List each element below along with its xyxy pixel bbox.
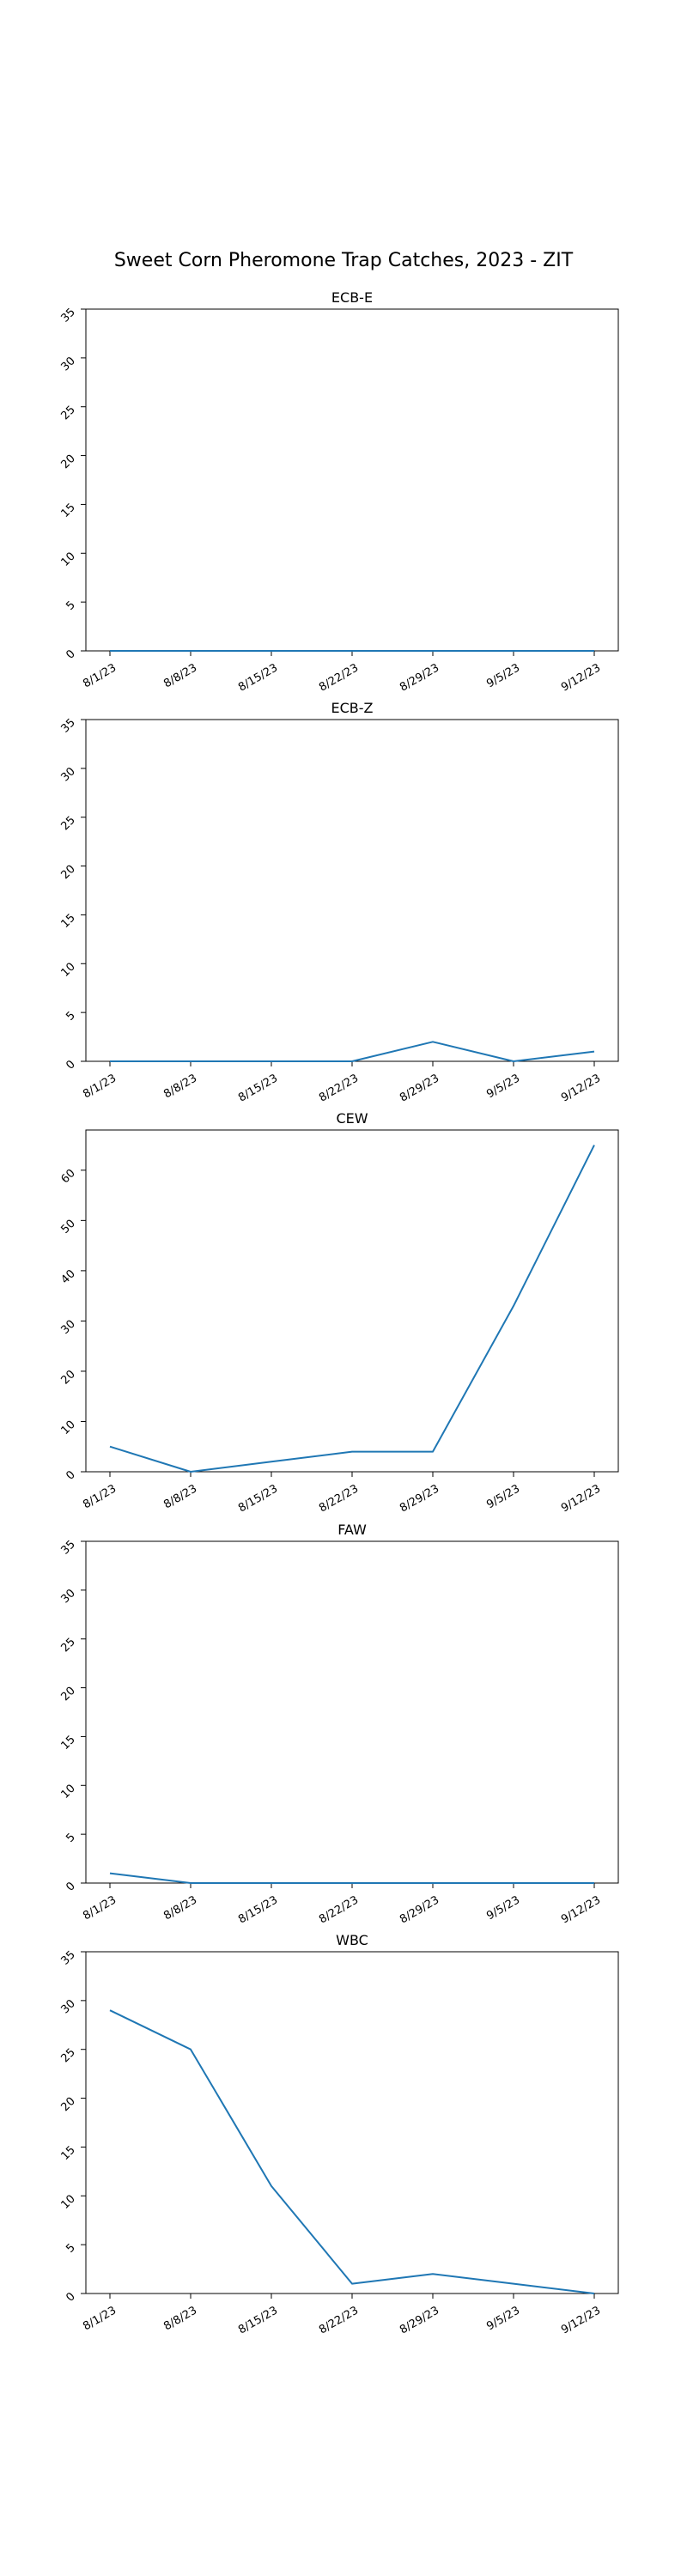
x-tick-label: 8/29/23 (398, 1482, 441, 1515)
y-tick-label: 50 (59, 1218, 78, 1236)
chart-panel-ecb-e: ECB-E 0 5 10 15 20 25 30 35 8/1/23 8/8/23 8/15/23 8/… (59, 289, 619, 695)
y-tick-label: 0 (64, 2290, 77, 2304)
x-tick-label: 8/22/23 (317, 1893, 361, 1926)
y-tick-label: 25 (59, 2046, 78, 2065)
series-line (109, 1872, 594, 1884)
y-tick-label: 35 (59, 716, 78, 735)
chart-panel-wbc: WBC 0 5 10 15 20 25 30 35 8/1/23 8/8/23 8/15/23 8/22… (59, 1932, 619, 2337)
x-tick-label: 8/8/23 (161, 1893, 199, 1923)
x-tick-label: 8/22/23 (317, 2304, 361, 2336)
x-tick-label: 9/12/23 (559, 2304, 603, 2336)
x-tick-label: 8/22/23 (317, 1482, 361, 1515)
y-tick-label: 10 (59, 1783, 78, 1801)
charts-container: ECB-E 0 5 10 15 20 25 30 35 8/1/23 8/8/23 8/15/23 8/… (59, 289, 619, 2337)
x-tick-label: 8/15/23 (236, 1072, 280, 1104)
axes-frame (85, 308, 619, 652)
y-tick-label: 10 (59, 550, 78, 569)
series-line (110, 1041, 595, 1062)
y-tick-label: 25 (59, 814, 78, 833)
y-tick-label: 25 (59, 1636, 78, 1655)
axes-frame (85, 1540, 619, 1884)
y-tick-label: 15 (59, 1734, 78, 1753)
x-tick-label: 8/22/23 (317, 661, 361, 694)
x-tick-label: 8/29/23 (398, 661, 441, 694)
chart-panel-ecb-z: ECB-Z 0 5 10 15 20 25 30 35 8/1/23 8/8/23 8/15/23 8/… (59, 700, 619, 1105)
chart-title: WBC (336, 1932, 368, 1948)
y-tick-label: 35 (59, 1538, 78, 1557)
x-tick-label: 8/15/23 (236, 1482, 280, 1515)
x-tick-label: 8/1/23 (81, 2304, 119, 2333)
x-tick-label: 9/5/23 (484, 1893, 522, 1923)
y-tick-label: 0 (64, 1468, 77, 1482)
y-tick-label: 35 (59, 306, 78, 325)
x-tick-label: 8/15/23 (236, 2304, 280, 2336)
x-tick-label: 8/8/23 (161, 661, 199, 690)
x-tick-label: 9/5/23 (484, 661, 522, 690)
y-tick-label: 5 (64, 598, 77, 612)
y-tick-label: 25 (59, 404, 78, 422)
chart-panel-faw: FAW 0 5 10 15 20 25 30 35 8/1/23 8/8/23 8/15/23 8/22… (59, 1522, 619, 1927)
axes-frame (85, 719, 619, 1062)
x-tick-label: 9/12/23 (559, 661, 603, 694)
x-tick-label: 8/1/23 (81, 1072, 119, 1101)
y-tick-label: 35 (59, 1948, 78, 1967)
y-tick-label: 15 (59, 2144, 78, 2163)
x-tick-label: 8/1/23 (81, 1893, 119, 1923)
y-tick-label: 20 (59, 863, 78, 882)
x-tick-label: 8/15/23 (236, 1893, 280, 1926)
y-tick-label: 5 (64, 2241, 77, 2255)
x-tick-label: 8/22/23 (317, 1072, 361, 1104)
chart-title: ECB-E (331, 289, 373, 306)
series-line (109, 2009, 595, 2294)
y-tick-label: 30 (59, 765, 78, 784)
x-tick-label: 8/8/23 (161, 2304, 199, 2333)
x-tick-label: 8/29/23 (398, 1072, 441, 1104)
x-tick-label: 8/8/23 (161, 1482, 199, 1511)
y-tick-label: 40 (59, 1267, 78, 1286)
x-tick-label: 9/12/23 (559, 1893, 603, 1926)
axes-frame (85, 1951, 619, 2294)
y-tick-label: 15 (59, 501, 78, 520)
x-tick-label: 9/5/23 (484, 2304, 522, 2333)
chart-panel-cew: CEW 0 10 20 30 40 50 60 8/1/23 8/8/23 8/15/23 8/22/… (59, 1110, 619, 1516)
x-tick-label: 8/1/23 (81, 1482, 119, 1511)
y-tick-label: 15 (59, 912, 78, 931)
series-line (109, 1145, 595, 1473)
x-tick-label: 8/29/23 (398, 1893, 441, 1926)
figure-title: Sweet Corn Pheromone Trap Catches, 2023 … (114, 250, 574, 271)
y-tick-label: 20 (59, 1685, 78, 1704)
y-tick-label: 20 (59, 1368, 78, 1387)
y-tick-label: 0 (64, 1880, 77, 1893)
y-tick-label: 60 (59, 1167, 78, 1186)
y-tick-label: 10 (59, 1419, 78, 1437)
chart-title: FAW (337, 1522, 367, 1538)
y-tick-label: 30 (59, 1997, 78, 2016)
y-tick-label: 0 (64, 1058, 77, 1072)
x-tick-label: 8/15/23 (236, 661, 280, 694)
y-tick-label: 0 (64, 647, 77, 661)
x-tick-label: 8/8/23 (161, 1072, 199, 1101)
x-tick-label: 9/12/23 (559, 1482, 603, 1515)
x-tick-label: 8/29/23 (398, 2304, 441, 2336)
chart-title: ECB-Z (331, 700, 374, 716)
y-tick-label: 30 (59, 1318, 78, 1337)
y-tick-label: 20 (59, 2095, 78, 2114)
axes-frame (85, 1129, 619, 1473)
y-tick-label: 10 (59, 2193, 78, 2212)
y-tick-label: 10 (59, 961, 78, 980)
y-tick-label: 5 (64, 1831, 77, 1844)
y-tick-label: 30 (59, 1587, 78, 1606)
y-tick-label: 5 (64, 1009, 77, 1023)
x-tick-label: 9/5/23 (484, 1482, 522, 1511)
x-tick-label: 9/12/23 (559, 1072, 603, 1104)
x-tick-label: 8/1/23 (81, 661, 119, 690)
chart-title: CEW (336, 1110, 368, 1127)
x-tick-label: 9/5/23 (484, 1072, 522, 1101)
y-tick-label: 20 (59, 453, 78, 471)
y-tick-label: 30 (59, 355, 78, 374)
